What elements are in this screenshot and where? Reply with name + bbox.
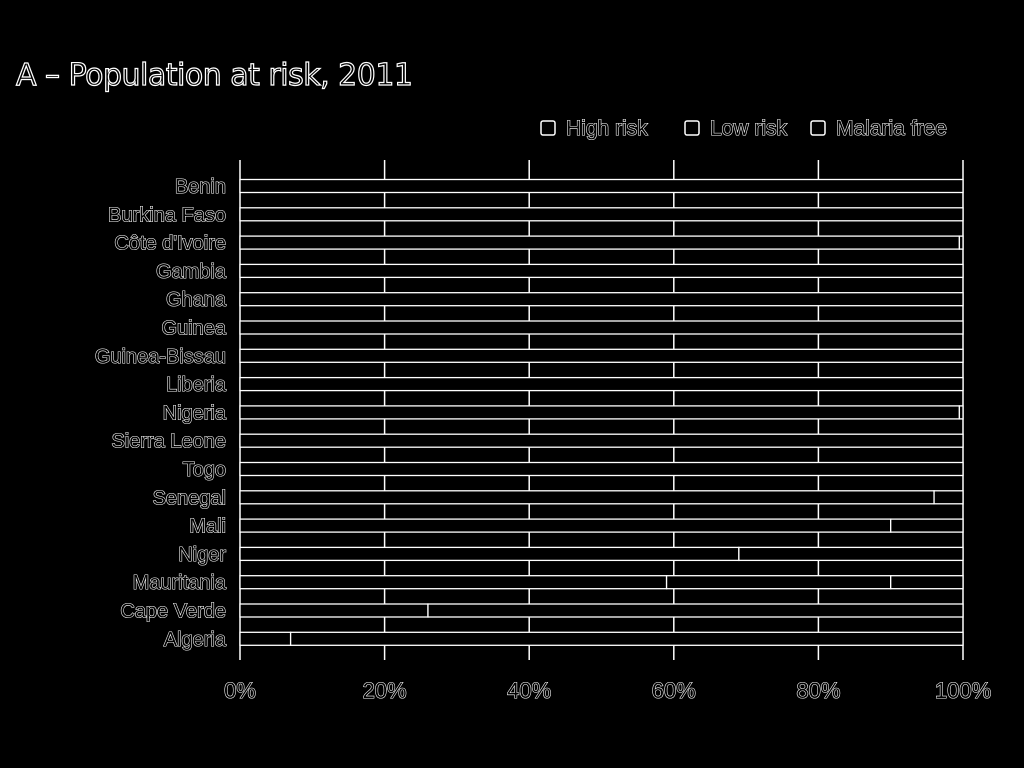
x-tick-label: 40% bbox=[507, 678, 551, 703]
category-label: Liberia bbox=[166, 374, 227, 396]
bar-segment bbox=[239, 575, 668, 590]
bar-segment bbox=[738, 546, 964, 562]
bar-segment bbox=[239, 207, 964, 222]
legend-label: Malaria free bbox=[836, 117, 947, 140]
legend-label: Low risk bbox=[710, 117, 788, 140]
bar-segment bbox=[239, 546, 740, 562]
x-tick-label: 20% bbox=[363, 678, 407, 703]
bar-segment bbox=[958, 405, 964, 420]
bar-segment bbox=[239, 603, 429, 618]
x-tick-label: 80% bbox=[796, 678, 840, 703]
category-label: Algeria bbox=[164, 629, 227, 651]
category-label: Burkina Faso bbox=[108, 204, 226, 226]
x-tick-label: 100% bbox=[935, 678, 991, 703]
bar-segment bbox=[239, 376, 964, 392]
bar-segment bbox=[933, 490, 964, 505]
bar-segment bbox=[289, 631, 964, 646]
bar-segment bbox=[958, 235, 964, 250]
bar-segment bbox=[239, 348, 964, 363]
bars bbox=[239, 178, 964, 646]
bar-segment bbox=[665, 575, 892, 590]
bar-segment bbox=[239, 405, 961, 420]
category-label: Gambia bbox=[156, 261, 227, 283]
bar-segment bbox=[890, 518, 964, 533]
category-labels: Benin Burkina Faso Côte d'Ivoire Gambia Ghan… bbox=[94, 175, 227, 651]
category-label: Ghana bbox=[166, 289, 227, 311]
category-label: Togo bbox=[183, 459, 226, 481]
bar-segment bbox=[239, 178, 964, 194]
category-label: Senegal bbox=[153, 487, 226, 509]
bar-segment bbox=[890, 575, 964, 590]
legend-label: High risk bbox=[566, 117, 648, 140]
category-label: Mauritania bbox=[133, 572, 227, 594]
legend: High risk Low risk Malaria free bbox=[540, 116, 947, 141]
x-tick-label: 60% bbox=[652, 678, 696, 703]
bar-segment bbox=[239, 263, 964, 279]
category-label: Guinea-Bissau bbox=[95, 346, 226, 368]
category-label: Cape Verde bbox=[120, 601, 226, 623]
category-label: Côte d'Ivoire bbox=[114, 233, 226, 255]
bar-segment bbox=[239, 490, 935, 505]
bar-segment bbox=[239, 292, 964, 307]
bar-segment bbox=[239, 320, 964, 335]
category-label: Sierra Leone bbox=[111, 431, 226, 453]
legend-swatch bbox=[810, 120, 826, 136]
bar-segment bbox=[239, 518, 892, 533]
x-tick-label: 0% bbox=[224, 678, 256, 703]
bar-segment bbox=[239, 433, 964, 448]
bar-segment bbox=[427, 603, 964, 618]
chart-title: A – Population at risk, 2011 bbox=[15, 57, 413, 93]
category-label: Benin bbox=[175, 176, 226, 198]
category-label: Nigeria bbox=[163, 402, 227, 424]
category-label: Guinea bbox=[162, 318, 227, 340]
legend-swatch bbox=[684, 120, 700, 136]
legend-swatch bbox=[540, 120, 556, 136]
bar-segment bbox=[239, 631, 292, 646]
category-label: Niger bbox=[178, 544, 226, 566]
bar-segment bbox=[239, 235, 961, 250]
bar-segment bbox=[239, 461, 964, 477]
x-tick-labels: 0% 20% 40% 60% 80% 100% bbox=[224, 677, 992, 703]
category-label: Mali bbox=[189, 516, 226, 538]
